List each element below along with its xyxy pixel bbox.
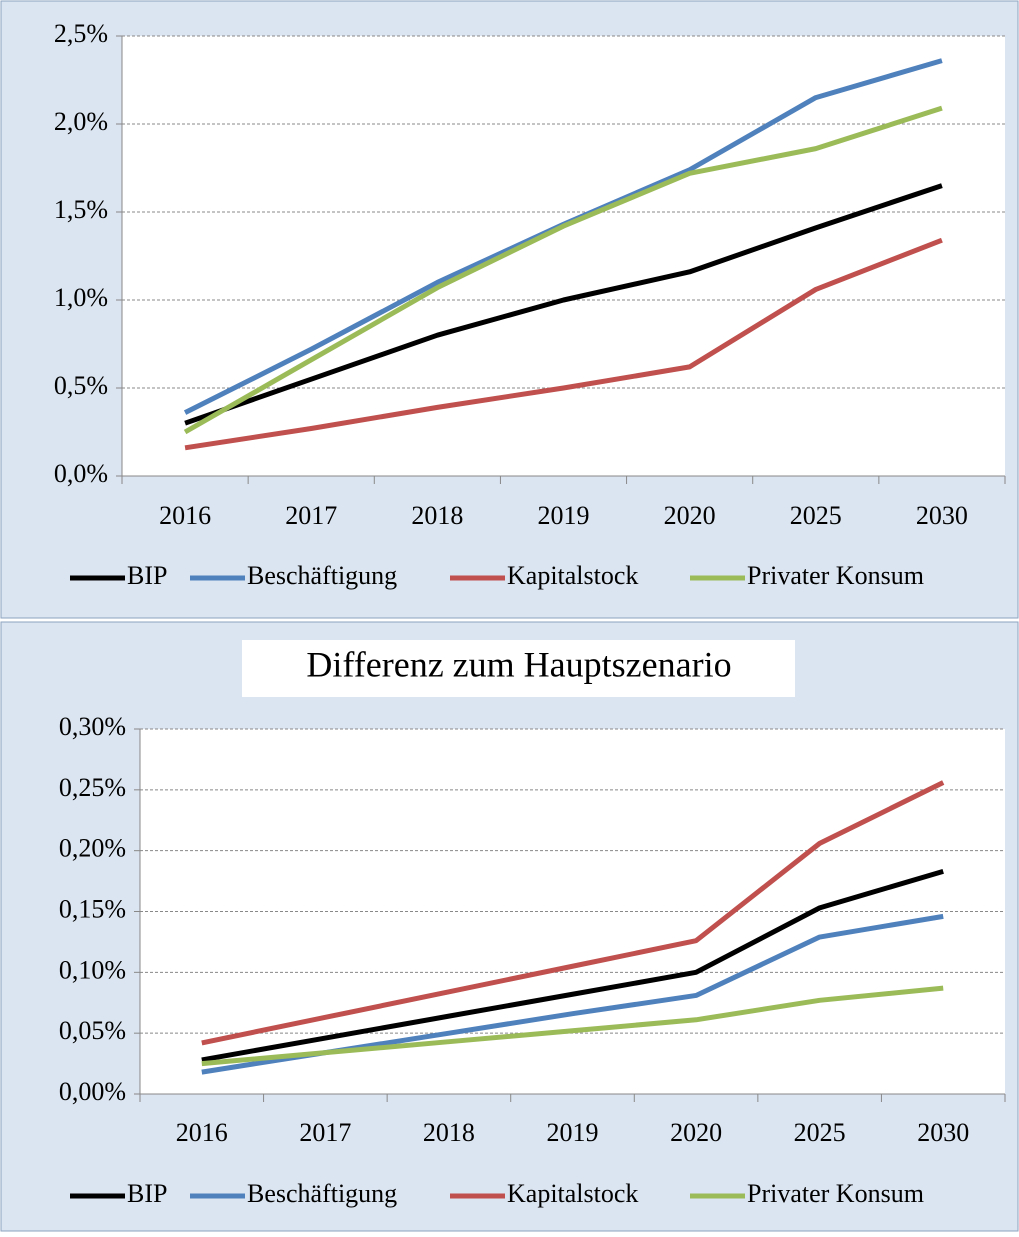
x-tick-label: 2020 [664,501,716,530]
legend-label: BIP [127,1179,167,1208]
y-tick-label: 0,20% [59,834,126,863]
legend-label: Privater Konsum [747,1179,924,1208]
series-line [201,780,945,1046]
x-tick-label: 2018 [423,1118,475,1147]
x-tick-label: 2025 [790,501,842,530]
y-tick-label: 0,00% [59,1077,126,1106]
y-tick-label: 0,0% [54,459,108,488]
x-tick-label: 2018 [411,501,463,530]
y-tick-label: 0,15% [59,894,126,923]
x-tick-label: 2019 [538,501,590,530]
x-tick-label: 2017 [285,501,337,530]
x-tick-label: 2019 [547,1118,599,1147]
y-tick-label: 0,10% [59,955,126,984]
legend-label: Beschäftigung [247,1179,397,1208]
x-tick-label: 2020 [670,1118,722,1147]
series-line [184,183,943,426]
y-tick-label: 0,30% [59,712,126,741]
legend-label: Kapitalstock [507,1179,638,1208]
legend-label: Beschäftigung [247,561,397,590]
y-tick-label: 0,25% [59,773,126,802]
y-tick-label: 2,0% [54,107,108,136]
x-tick-label: 2016 [176,1118,228,1147]
series-line [183,105,943,435]
chart-title: Differenz zum Hauptszenario [306,644,731,684]
title-box [242,640,795,697]
y-tick-label: 0,05% [59,1016,126,1045]
legend-label: Privater Konsum [747,561,924,590]
series-line [184,237,943,451]
plot-area [122,36,1005,476]
y-tick-label: 0,5% [54,371,108,400]
series-line [201,985,944,1067]
x-tick-label: 2030 [916,501,968,530]
series-line [201,868,944,1063]
x-tick-label: 2016 [159,501,211,530]
legend-label: BIP [127,561,167,590]
x-tick-label: 2025 [794,1118,846,1147]
y-tick-label: 1,5% [54,195,108,224]
x-tick-label: 2030 [917,1118,969,1147]
y-tick-label: 2,5% [54,19,108,48]
x-tick-label: 2017 [299,1118,351,1147]
y-tick-label: 1,0% [54,283,108,312]
legend-label: Kapitalstock [507,561,638,590]
